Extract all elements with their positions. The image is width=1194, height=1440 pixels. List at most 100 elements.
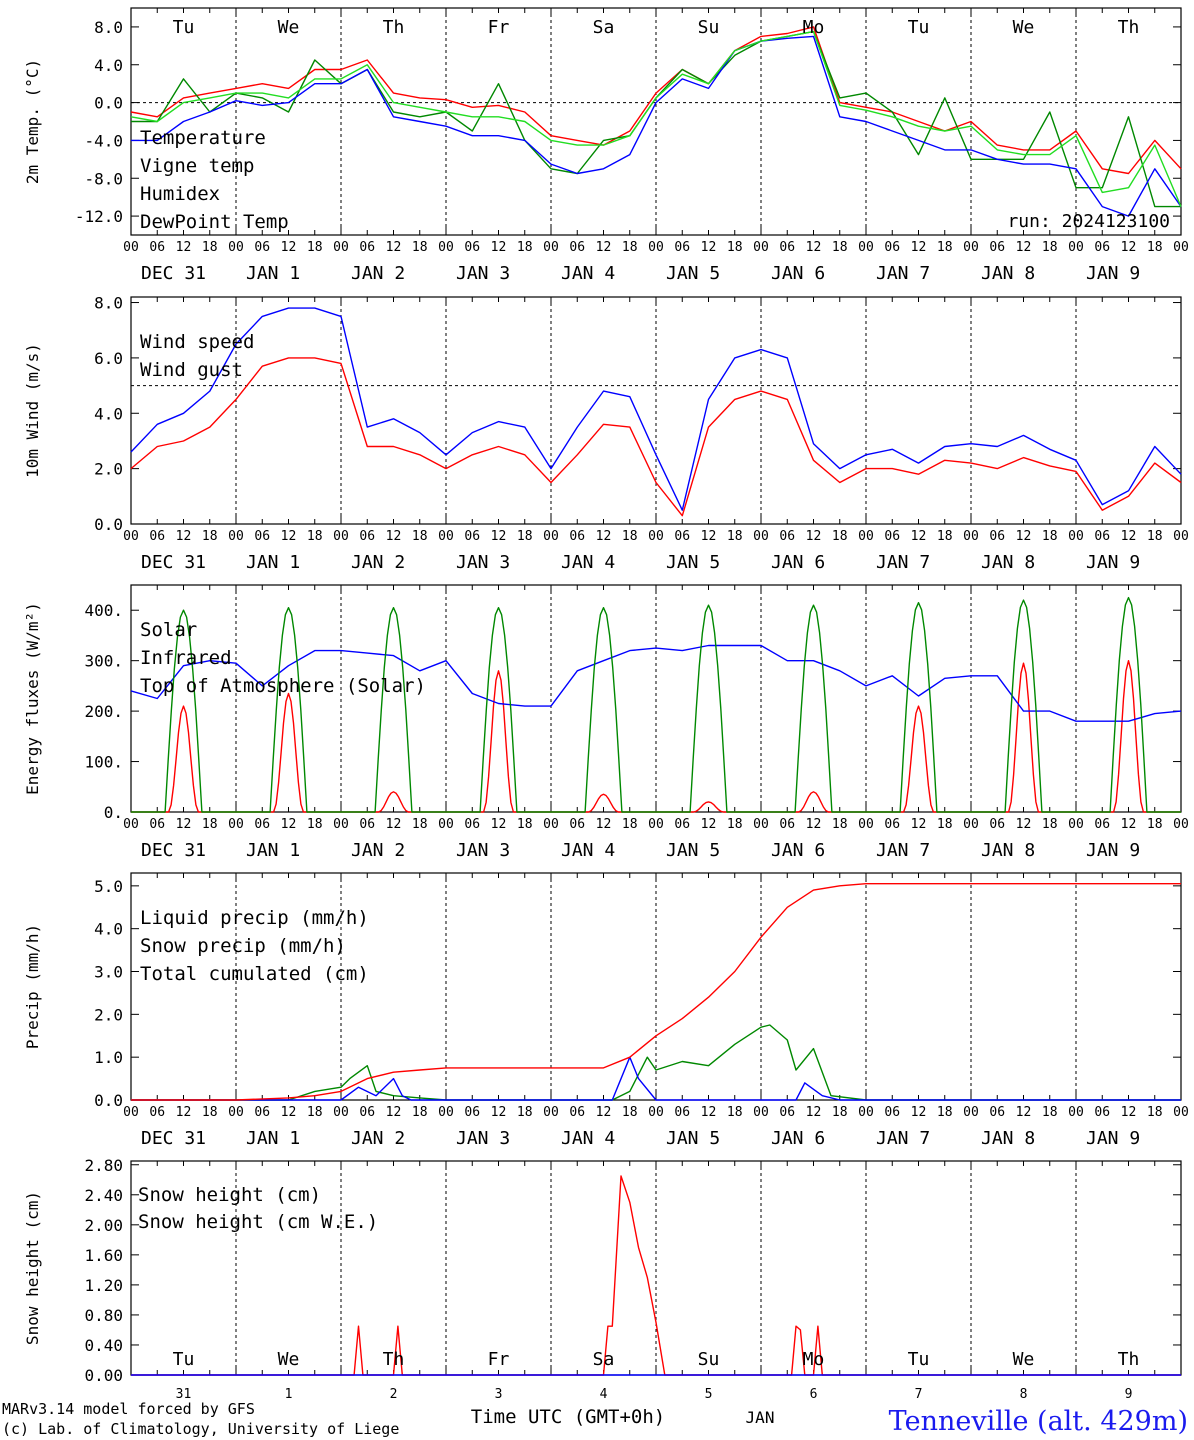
hour-label: 06 bbox=[1094, 240, 1110, 255]
hour-label: 00 bbox=[228, 240, 244, 255]
date-label: JAN 3 bbox=[456, 263, 510, 284]
series-line-top-of-atmosphere-solar- bbox=[131, 596, 1181, 813]
y-tick-label: 400. bbox=[84, 601, 123, 620]
hour-label: 00 bbox=[753, 817, 769, 832]
day-label: Fr bbox=[488, 1349, 510, 1370]
x-axis-label: Time UTC (GMT+0h) bbox=[471, 1406, 665, 1428]
y-tick-label: 3.0 bbox=[94, 963, 123, 982]
hour-label: 12 bbox=[386, 1105, 402, 1120]
hour-label: 06 bbox=[779, 1105, 795, 1120]
hour-label: 00 bbox=[438, 1105, 454, 1120]
y-tick-label: 1.20 bbox=[84, 1276, 123, 1295]
day-label: Tu bbox=[908, 1349, 930, 1370]
legend-entry: DewPoint Temp bbox=[140, 211, 289, 233]
hour-label: 06 bbox=[359, 1105, 375, 1120]
hour-label: 18 bbox=[517, 1105, 533, 1120]
hour-label: 06 bbox=[464, 817, 480, 832]
day-number: 9 bbox=[1125, 1387, 1133, 1402]
day-label: Tu bbox=[908, 17, 930, 38]
hour-label: 00 bbox=[333, 529, 349, 544]
hour-label: 18 bbox=[832, 817, 848, 832]
hour-label: 12 bbox=[491, 1105, 507, 1120]
hour-label: 06 bbox=[779, 240, 795, 255]
hour-label: 00 bbox=[648, 817, 664, 832]
hour-label: 00 bbox=[333, 817, 349, 832]
hour-label: 12 bbox=[806, 240, 822, 255]
day-number: 7 bbox=[915, 1387, 923, 1402]
day-number: 31 bbox=[176, 1387, 192, 1402]
day-label: Fr bbox=[488, 17, 510, 38]
legend-entry: Solar bbox=[140, 619, 197, 641]
hour-label: 18 bbox=[517, 240, 533, 255]
y-tick-label: 0.0 bbox=[94, 94, 123, 113]
hour-label: 18 bbox=[202, 529, 218, 544]
date-label: JAN 6 bbox=[771, 552, 825, 573]
hour-label: 00 bbox=[963, 1105, 979, 1120]
hour-label: 06 bbox=[359, 240, 375, 255]
series-line-wind-speed bbox=[130, 357, 1182, 517]
day-label: Th bbox=[383, 1349, 405, 1370]
date-label: JAN 1 bbox=[246, 263, 300, 284]
hour-label: 00 bbox=[1068, 240, 1084, 255]
station-title: Tenneville (alt. 429m) bbox=[889, 1406, 1188, 1437]
day-label: Th bbox=[1118, 17, 1140, 38]
hour-label: 12 bbox=[281, 240, 297, 255]
hour-label: 18 bbox=[412, 529, 428, 544]
y-tick-label: 0.0 bbox=[94, 1091, 123, 1110]
y-tick-label: 2.0 bbox=[94, 460, 123, 479]
hour-label: 18 bbox=[517, 817, 533, 832]
hour-label: 06 bbox=[149, 240, 165, 255]
date-label: JAN 1 bbox=[246, 1128, 300, 1149]
y-tick-label: 8.0 bbox=[94, 294, 123, 313]
y-tick-label: 8.0 bbox=[94, 18, 123, 37]
date-label: JAN 7 bbox=[876, 263, 930, 284]
hour-label: 18 bbox=[1147, 240, 1163, 255]
series-line-infrared bbox=[130, 644, 1182, 722]
hour-label: 06 bbox=[254, 529, 270, 544]
hour-label: 06 bbox=[884, 240, 900, 255]
y-tick-label: 0.40 bbox=[84, 1336, 123, 1355]
hour-label: 00 bbox=[648, 240, 664, 255]
date-label: JAN 4 bbox=[561, 840, 615, 861]
hour-label: 06 bbox=[779, 529, 795, 544]
date-label: JAN 9 bbox=[1086, 263, 1140, 284]
date-label: JAN 9 bbox=[1086, 840, 1140, 861]
y-tick-label: 0. bbox=[104, 803, 123, 822]
hour-label: 12 bbox=[701, 817, 717, 832]
y-tick-label: 4.0 bbox=[94, 404, 123, 423]
hour-label: 18 bbox=[622, 240, 638, 255]
day-label: Th bbox=[383, 17, 405, 38]
day-number: 2 bbox=[390, 1387, 398, 1402]
credit-lab: (c) Lab. of Climatology, University of L… bbox=[2, 1420, 399, 1438]
hour-label: 12 bbox=[701, 529, 717, 544]
date-label: JAN 9 bbox=[1086, 1128, 1140, 1149]
hour-label: 18 bbox=[517, 529, 533, 544]
day-number: 6 bbox=[810, 1387, 818, 1402]
y-tick-label: -12.0 bbox=[75, 207, 123, 226]
hour-label: 00 bbox=[648, 529, 664, 544]
date-label: JAN 3 bbox=[456, 552, 510, 573]
legend-entry: Total cumulated (cm) bbox=[140, 963, 369, 985]
hour-label: 12 bbox=[806, 817, 822, 832]
day-label: We bbox=[1013, 1349, 1035, 1370]
hour-label: 12 bbox=[911, 1105, 927, 1120]
hour-label: 12 bbox=[281, 1105, 297, 1120]
hour-label: 18 bbox=[202, 1105, 218, 1120]
y-tick-label: 4.0 bbox=[94, 920, 123, 939]
date-label: JAN 2 bbox=[351, 1128, 405, 1149]
hour-label: 06 bbox=[569, 529, 585, 544]
y-tick-label: 4.0 bbox=[94, 56, 123, 75]
day-label: We bbox=[278, 17, 300, 38]
y-tick-label: 300. bbox=[84, 652, 123, 671]
hour-label: 00 bbox=[648, 1105, 664, 1120]
date-label: JAN 8 bbox=[981, 1128, 1035, 1149]
series-line-wind-gust bbox=[130, 307, 1182, 511]
date-label: JAN 7 bbox=[876, 1128, 930, 1149]
hour-label: 18 bbox=[412, 1105, 428, 1120]
hour-label: 12 bbox=[806, 529, 822, 544]
y-tick-label: 5.0 bbox=[94, 877, 123, 896]
date-label: JAN 3 bbox=[456, 1128, 510, 1149]
hour-label: 00 bbox=[753, 240, 769, 255]
y-axis-label: 10m Wind (m/s) bbox=[23, 343, 42, 478]
hour-label: 18 bbox=[622, 1105, 638, 1120]
